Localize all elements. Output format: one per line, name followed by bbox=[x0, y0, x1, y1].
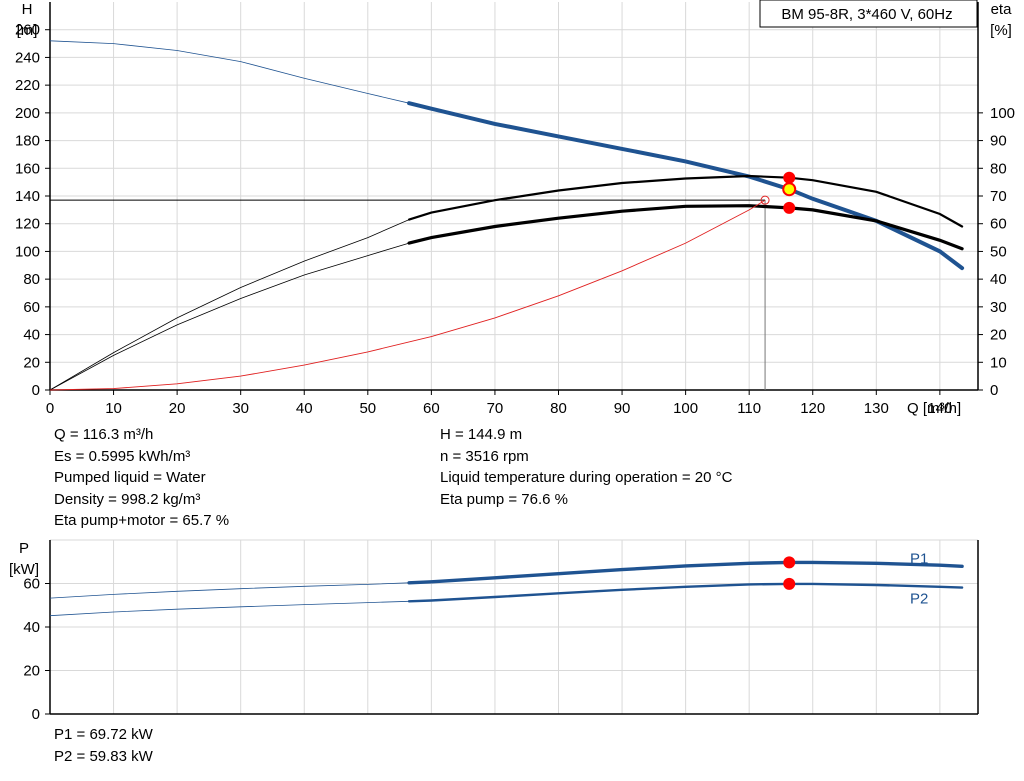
system-curve bbox=[49, 199, 766, 391]
y-left-axis-unit: [m] bbox=[17, 22, 38, 39]
y-right-axis-unit: [%] bbox=[990, 22, 1012, 39]
info-power-column: P1 = 69.72 kW P2 = 59.83 kW bbox=[54, 724, 153, 767]
y-right-tick-label: 100 bbox=[990, 105, 1015, 122]
eta-pump-duty-marker bbox=[783, 171, 796, 184]
power-y-tick-label: 60 bbox=[23, 576, 40, 593]
y-right-tick-label: 30 bbox=[990, 299, 1007, 316]
power-y-tick-label: 40 bbox=[23, 619, 40, 636]
power-p1-curve-full bbox=[49, 562, 963, 599]
y-left-tick-label: 100 bbox=[15, 243, 40, 260]
info-liquid-temperature: Liquid temperature during operation = 20… bbox=[440, 469, 733, 486]
x-tick-label: 10 bbox=[105, 400, 122, 417]
y-left-tick-label: 140 bbox=[15, 188, 40, 205]
y-left-axis-symbol: H bbox=[22, 1, 33, 18]
power-y-tick-label: 20 bbox=[23, 663, 40, 680]
head-curve-full bbox=[49, 40, 963, 269]
y-right-tick-label: 70 bbox=[990, 188, 1007, 205]
y-right-tick-label: 80 bbox=[990, 160, 1007, 177]
power-chart: 0 20 40 60 P [kW] P1 P2 bbox=[9, 539, 979, 723]
y-left-tick-label: 80 bbox=[23, 271, 40, 288]
info-p2: P2 = 59.83 kW bbox=[54, 747, 153, 765]
info-eta-pump: Eta pump = 76.6 % bbox=[440, 490, 568, 508]
y-right-tick-label: 40 bbox=[990, 271, 1007, 288]
y-left-tick-label: 0 bbox=[32, 382, 40, 399]
power-series-label-p1: P1 bbox=[910, 550, 928, 567]
y-right-tick-label: 0 bbox=[990, 382, 998, 399]
y-left-tick-label: 60 bbox=[23, 299, 40, 316]
y-right-axis-symbol: eta bbox=[991, 1, 1013, 18]
eta_pump-curve-full bbox=[49, 175, 963, 391]
x-tick-label: 80 bbox=[550, 400, 567, 417]
info-h: H = 144.9 m bbox=[440, 426, 523, 443]
eta-pump-motor-duty-marker bbox=[783, 201, 796, 214]
info-es: Es = 0.5995 kWh/m³ bbox=[54, 447, 191, 465]
power-series-label-p2: P2 bbox=[910, 591, 928, 608]
y-left-tick-label: 200 bbox=[15, 105, 40, 122]
head-efficiency-chart: 0 10 20 30 40 50 60 70 80 90 100 110 120 130 140020406… bbox=[15, 0, 1015, 417]
y-right-tick-label: 10 bbox=[990, 354, 1007, 371]
title-box bbox=[759, 0, 978, 28]
power-p2-curve-recommended bbox=[407, 582, 964, 603]
x-tick-label: 70 bbox=[487, 400, 504, 417]
y-left-tick-label: 180 bbox=[15, 133, 40, 150]
info-eta-pump-motor: Eta pump+motor = 65.7 % bbox=[54, 512, 230, 529]
x-tick-label: 50 bbox=[359, 400, 376, 417]
info-right-column: H = 144.9 m n = 3516 rpm Liquid temperat… bbox=[440, 424, 732, 510]
x-tick-label: 20 bbox=[169, 400, 186, 417]
y-right-tick-label: 60 bbox=[990, 216, 1007, 233]
info-n: n = 3516 rpm bbox=[440, 447, 529, 465]
y-left-tick-label: 220 bbox=[15, 77, 40, 94]
x-tick-label: 40 bbox=[296, 400, 313, 417]
p2-duty-marker bbox=[783, 577, 796, 590]
info-q: Q = 116.3 m³/h bbox=[54, 426, 154, 443]
power-y-axis-unit: [kW] bbox=[9, 561, 39, 578]
eta_pump_motor-curve-recommended bbox=[407, 204, 964, 251]
chart-title: BM 95-8R, 3*460 V, 60Hz bbox=[781, 6, 952, 23]
head-curve-recommended bbox=[407, 101, 965, 271]
y-right-tick-label: 90 bbox=[990, 133, 1007, 150]
y-right-tick-label: 20 bbox=[990, 327, 1007, 344]
info-density: Density = 998.2 kg/m³ bbox=[54, 490, 201, 508]
y-left-tick-label: 260 bbox=[15, 22, 40, 39]
x-tick-label: 100 bbox=[673, 400, 698, 417]
x-tick-label: 90 bbox=[614, 400, 631, 417]
x-axis-label: Q [m³/h] bbox=[907, 400, 961, 417]
y-right-tick-label: 50 bbox=[990, 243, 1007, 260]
requested-duty-point-marker bbox=[760, 195, 770, 205]
power-y-axis-symbol: P bbox=[19, 540, 29, 557]
eta_pump-curve-recommended bbox=[408, 174, 964, 228]
power-p2-curve-full bbox=[49, 583, 963, 617]
x-tick-label: 120 bbox=[800, 400, 825, 417]
x-tick-label: 110 bbox=[737, 400, 761, 417]
power-p1-curve-recommended bbox=[407, 560, 964, 585]
y-left-tick-label: 40 bbox=[23, 327, 40, 344]
y-left-tick-label: 160 bbox=[15, 160, 40, 177]
x-tick-label: 60 bbox=[423, 400, 440, 417]
x-tick-label: 30 bbox=[232, 400, 249, 417]
info-p1: P1 = 69.72 kW bbox=[54, 726, 153, 743]
y-left-tick-label: 240 bbox=[15, 49, 40, 66]
x-tick-label: 0 bbox=[46, 400, 54, 417]
p1-duty-marker bbox=[783, 556, 796, 569]
y-left-tick-label: 20 bbox=[23, 354, 40, 371]
head-duty-point-marker bbox=[782, 182, 797, 197]
y-left-tick-label: 120 bbox=[15, 216, 40, 233]
x-tick-label: 140 bbox=[927, 400, 952, 417]
x-tick-label: 130 bbox=[864, 400, 889, 417]
info-liquid: Pumped liquid = Water bbox=[54, 469, 206, 486]
info-left-column: Q = 116.3 m³/h Es = 0.5995 kWh/m³ Pumped… bbox=[54, 424, 229, 532]
power-y-tick-label: 0 bbox=[32, 706, 40, 723]
